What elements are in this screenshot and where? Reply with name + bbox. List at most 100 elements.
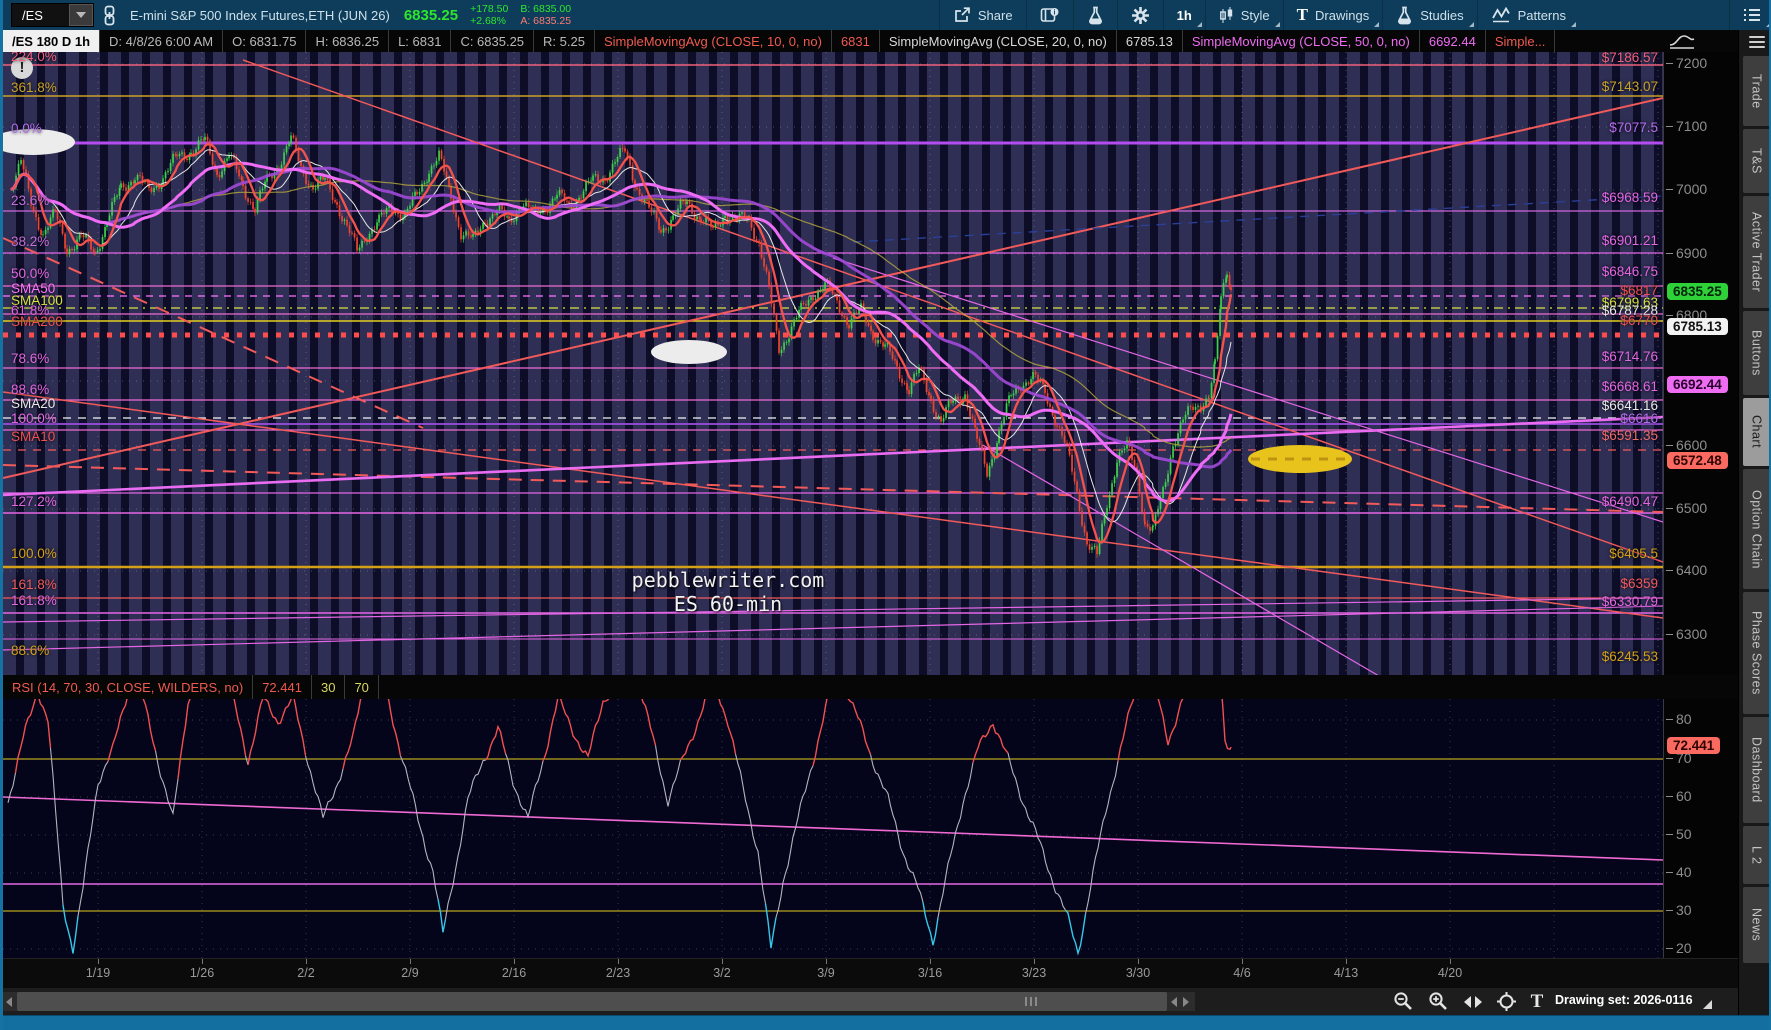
panel-info-icon: i xyxy=(1040,7,1060,24)
time-axis-label: 3/30 xyxy=(1125,966,1151,980)
fib-level-label: SMA20 xyxy=(11,396,56,411)
chart-settings-button[interactable] xyxy=(1116,0,1163,30)
fib-level-label: 100.0% xyxy=(11,411,57,426)
studies-button[interactable]: Studies xyxy=(1382,0,1476,30)
time-axis-tick xyxy=(1346,959,1347,964)
style-button[interactable]: Style xyxy=(1204,0,1283,30)
price-axis-tick: 6600 xyxy=(1664,437,1708,453)
scroll-step-left-icon[interactable] xyxy=(1171,997,1177,1007)
chart-menu-button[interactable] xyxy=(1729,0,1769,30)
chart-background-stripes xyxy=(3,52,1663,675)
fib-level-label: 78.6% xyxy=(11,351,50,366)
sidebar-tab-active-trader[interactable]: Active Trader xyxy=(1742,196,1769,308)
rsi-value: 72.441 xyxy=(253,675,312,699)
drawings-button[interactable]: T Drawings xyxy=(1282,0,1383,30)
time-axis-tick xyxy=(514,959,515,964)
analysis-tools-button[interactable] xyxy=(1072,0,1117,30)
price-axis[interactable]: 7200 7100 7000 6900 6800 6600 6500 6400 6300 6835… xyxy=(1663,52,1738,675)
sma10-study-label[interactable]: SimpleMovingAvg (CLOSE, 10, 0, no) xyxy=(595,30,832,52)
chart-watermark: pebblewriter.com ES 60-min xyxy=(578,568,878,616)
chart-panel-button[interactable]: i xyxy=(1025,0,1073,30)
menu-list-icon xyxy=(1743,8,1761,22)
chart-scrollbar[interactable] xyxy=(3,992,1195,1011)
price-level-label: $6714.76 xyxy=(1601,349,1658,364)
chart-symbol-timeframe[interactable]: /ES 180 D 1h xyxy=(3,30,101,52)
fib-level-label: SMA10 xyxy=(11,429,56,444)
more-studies-label[interactable]: Simple... xyxy=(1486,30,1556,52)
rsi-canvas[interactable] xyxy=(3,699,1663,958)
style-label: Style xyxy=(1240,7,1270,23)
drawings-T-icon: T xyxy=(1296,5,1309,24)
sidebar-tab-news[interactable]: News xyxy=(1742,887,1769,963)
sidebar-tab-dashboard[interactable]: Dashboard xyxy=(1742,717,1769,823)
rsi-header: RSI (14, 70, 30, CLOSE, WILDERS, no) 72.… xyxy=(3,675,1738,699)
price-level-label: $6817 xyxy=(1620,283,1658,298)
price-axis-tick: 6400 xyxy=(1664,562,1708,578)
patterns-button[interactable]: Patterns xyxy=(1476,0,1579,30)
sma20-study-label[interactable]: SimpleMovingAvg (CLOSE, 20, 0, no) xyxy=(880,30,1117,52)
symbol-input[interactable]: /ES xyxy=(11,3,94,27)
share-button[interactable]: Share xyxy=(938,0,1026,30)
price-level-label: $6770 xyxy=(1620,313,1658,328)
zoom-in-button[interactable] xyxy=(1423,990,1453,1013)
scroll-step-right-icon[interactable] xyxy=(1183,997,1189,1007)
sidebar-tab-chart[interactable]: Chart xyxy=(1742,398,1769,466)
fib-level-label: SMA200 xyxy=(11,314,63,329)
price-level-label: $6245.53 xyxy=(1601,649,1658,664)
time-axis-label: 1/19 xyxy=(85,966,111,980)
time-axis-tick xyxy=(722,959,723,964)
price-change: +178.50 xyxy=(470,2,509,15)
time-axis-tick xyxy=(1242,959,1243,964)
link-icon[interactable] xyxy=(103,5,116,26)
main-chart-canvas[interactable] xyxy=(3,52,1663,675)
drawing-set-selector[interactable]: Drawing set: 2026-0116 xyxy=(1555,993,1693,1007)
price-level-label: $6616 xyxy=(1620,411,1658,426)
fib-level-label: 38.2% xyxy=(11,234,50,249)
text-note-button[interactable]: T xyxy=(1530,990,1544,1012)
symbol-value: /ES xyxy=(22,7,43,23)
time-axis-label: 2/16 xyxy=(501,966,527,980)
timeframe-label: 1h xyxy=(1176,7,1192,23)
right-sidebar: Trade T&S Active Trader Buttons Chart Option … xyxy=(1738,30,1769,1015)
sma50-study-label[interactable]: SimpleMovingAvg (CLOSE, 50, 0, no) xyxy=(1183,30,1420,52)
rsi-study-label[interactable]: RSI (14, 70, 30, CLOSE, WILDERS, no) xyxy=(3,675,254,699)
scrollbar-thumb[interactable] xyxy=(17,992,1167,1011)
sma50-value: 6692.44 xyxy=(1420,30,1486,52)
price-level-label: $6490.47 xyxy=(1601,494,1658,509)
ohlc-close: C: 6835.25 xyxy=(451,30,535,52)
sidebar-tab-l-2[interactable]: L 2 xyxy=(1742,826,1769,884)
time-axis-label: 3/9 xyxy=(817,966,835,980)
symbol-dropdown-button[interactable] xyxy=(68,4,93,26)
share-icon xyxy=(953,6,971,24)
warning-icon[interactable]: ! xyxy=(11,57,33,79)
studies-curve-icon[interactable] xyxy=(1668,32,1696,52)
time-axis-label: 4/6 xyxy=(1233,966,1251,980)
sidebar-tab-option-chain[interactable]: Option Chain xyxy=(1742,469,1769,589)
drawing-set-dropdown-icon[interactable] xyxy=(1703,1000,1712,1009)
expand-horizontal-button[interactable] xyxy=(1458,990,1488,1013)
time-axis-tick xyxy=(202,959,203,964)
price-level-label: $6787.28 xyxy=(1601,303,1658,318)
scroll-left-arrow-icon[interactable] xyxy=(6,997,12,1007)
sidebar-tab-trade[interactable]: Trade xyxy=(1742,56,1769,126)
price-change-pct: +2.68% xyxy=(470,15,506,27)
time-axis-tick xyxy=(1034,959,1035,964)
crosshair-locate-button[interactable] xyxy=(1491,990,1521,1013)
time-axis[interactable]: 1/19 1/26 2/2 2/9 2/16 2/23 3/2 3/9 3/16 3/23 3/30… xyxy=(3,958,1738,988)
price-level-label: $6405.5 xyxy=(1609,546,1658,561)
time-axis-label: 1/26 xyxy=(189,966,215,980)
sidebar-gadget-icon[interactable] xyxy=(1748,36,1765,48)
sma10-value: 6831 xyxy=(832,30,880,52)
timeframe-button[interactable]: 1h xyxy=(1162,0,1205,30)
rsi-axis[interactable]: 80 70 60 50 40 30 20 72.441 xyxy=(1663,699,1738,958)
top-toolbar: /ES E-mini S&P 500 Index Futures,ETH (JU… xyxy=(3,0,1769,30)
sidebar-tab-phase-scores[interactable]: Phase Scores xyxy=(1742,592,1769,714)
main-chart-area[interactable]: ! pebblewriter.com ES 60-min 7200 7100 700… xyxy=(3,52,1738,675)
price-level-label: $7186.57 xyxy=(1601,52,1658,65)
rsi-panel[interactable]: 80 70 60 50 40 30 20 72.441 xyxy=(3,699,1738,958)
price-axis-tick: 7000 xyxy=(1664,181,1708,197)
sidebar-tab-t-s[interactable]: T&S xyxy=(1742,129,1769,193)
rsi-axis-tick: 40 xyxy=(1664,864,1692,880)
sidebar-tab-buttons[interactable]: Buttons xyxy=(1742,311,1769,395)
zoom-out-button[interactable] xyxy=(1388,990,1418,1013)
